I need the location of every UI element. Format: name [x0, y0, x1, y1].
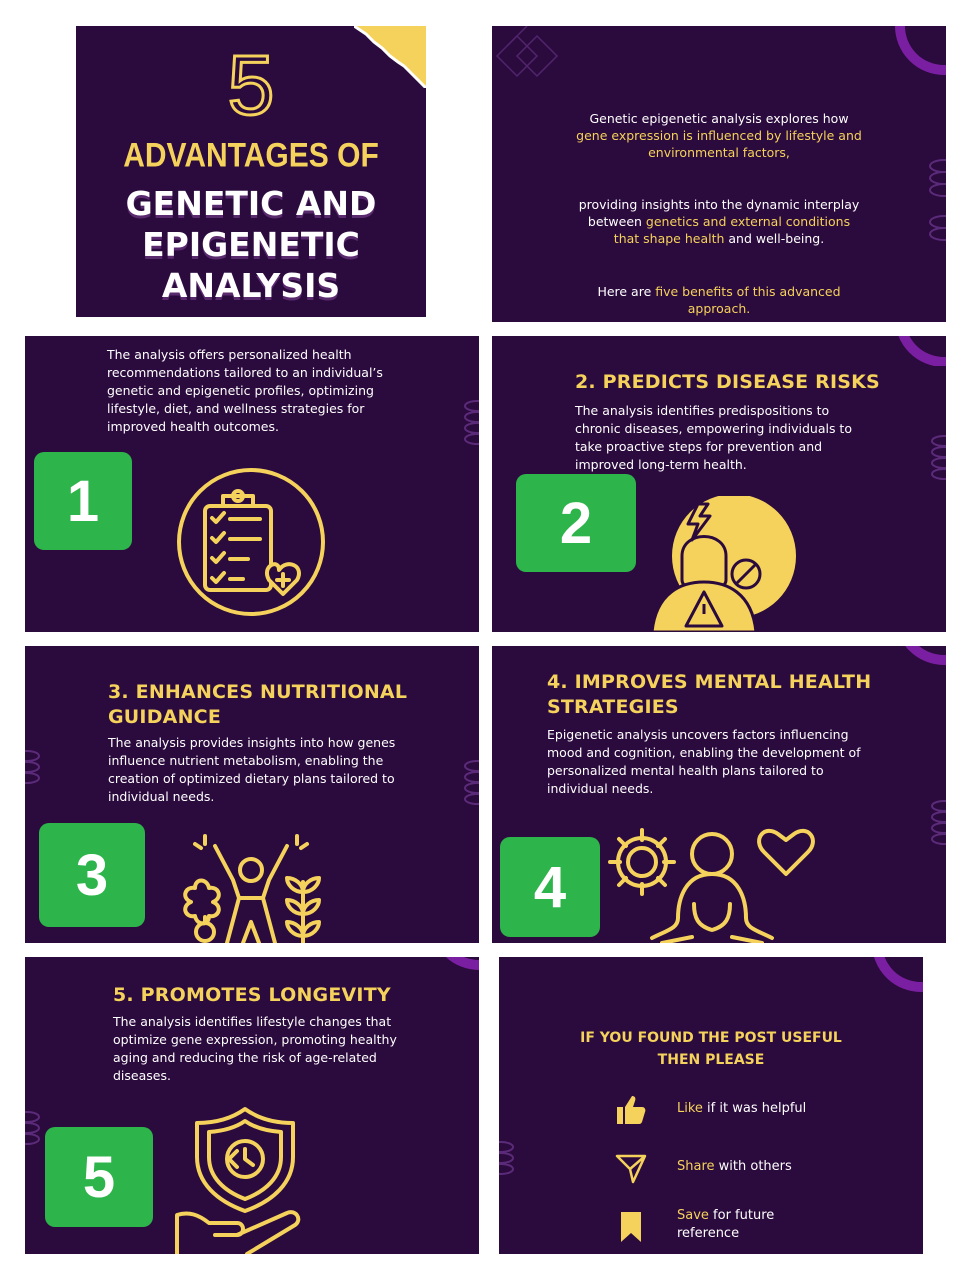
cta-panel: IF YOU FOUND THE POST USEFUL THEN PLEASE… — [499, 957, 923, 1254]
intro-text: providing insights into the dynamic inte… — [578, 197, 860, 212]
intro-text-highlight: five benefits of this advanced — [655, 284, 841, 299]
grid-decoration — [495, 26, 559, 78]
intro-paragraph-1: Genetic epigenetic analysis explores how… — [512, 110, 926, 161]
share-action[interactable]: Share with others — [499, 1151, 923, 1185]
intro-text: Genetic epigenetic analysis explores how — [589, 111, 849, 126]
intro-text: and well-being. — [724, 231, 825, 246]
cover-panel: 5 ADVANTAGES OF GENETIC AND EPIGENETIC A… — [76, 26, 426, 317]
intro-text: between — [587, 214, 646, 229]
gear-meditation-heart-icon — [608, 828, 815, 943]
cover-number: 5 — [226, 38, 276, 132]
clipboard-checklist-heart-icon — [177, 468, 325, 616]
arc-decoration — [445, 957, 479, 970]
intro-text-highlight: gene expression is influenced by lifesty… — [576, 128, 862, 143]
save-text: for future — [708, 1208, 775, 1223]
like-action[interactable]: Like if it was helpful — [499, 1093, 923, 1127]
arc-decoration — [895, 26, 946, 75]
intro-panel: Genetic epigenetic analysis explores how… — [492, 26, 946, 322]
intro-paragraph-3: Here are five benefits of this advanced … — [512, 283, 926, 317]
advantage-number-badge: 3 — [39, 823, 145, 927]
share-label: Share — [677, 1159, 715, 1174]
cover-line-genetic: GENETIC AND — [125, 184, 377, 223]
advantage-number-badge: 4 — [500, 837, 600, 937]
bookmark-icon — [621, 1212, 641, 1242]
advantage-panel-5: 5. PROMOTES LONGEVITY The analysis ident… — [25, 957, 479, 1254]
spring-decoration — [25, 750, 40, 784]
person-headache-warning-icon — [650, 496, 796, 632]
cover-line-analysis: ANALYSIS — [161, 266, 341, 305]
advantage-panel-1: The analysis offers personalized health … — [25, 336, 479, 632]
save-label: Save — [677, 1208, 709, 1223]
advantage-description: The analysis provides insights into how … — [108, 735, 396, 804]
cta-heading-line: IF YOU FOUND THE POST USEFUL — [580, 1030, 842, 1046]
save-action[interactable]: Save for future reference — [499, 1207, 923, 1247]
advantage-title: 4. IMPROVES MENTAL HEALTH STRATEGIES — [547, 671, 872, 718]
spring-decoration — [931, 435, 946, 480]
intro-text-highlight: that shape health — [613, 231, 725, 246]
advantage-number-badge: 2 — [516, 474, 636, 572]
arc-decoration — [874, 957, 923, 992]
advantage-number-badge: 1 — [34, 452, 132, 550]
advantage-panel-4: 4. IMPROVES MENTAL HEALTH STRATEGIES Epi… — [492, 646, 946, 943]
thumbs-up-icon — [617, 1096, 646, 1124]
cta-heading-line: THEN PLEASE — [657, 1052, 765, 1068]
intro-text-highlight: environmental factors, — [648, 145, 790, 160]
person-cheering-food-icon — [183, 834, 321, 943]
advantage-description: Epigenetic analysis uncovers factors inf… — [547, 727, 861, 796]
spring-decoration — [464, 400, 479, 445]
spring-decoration — [499, 1141, 514, 1175]
spring-decoration — [929, 159, 946, 241]
intro-text-highlight: genetics and external conditions — [645, 214, 851, 229]
save-text: reference — [677, 1226, 740, 1241]
send-icon — [615, 1154, 647, 1184]
arc-decoration — [898, 336, 946, 366]
cover-line-epigenetic: EPIGENETIC — [142, 225, 360, 264]
shield-hand-clock-icon — [175, 1107, 301, 1254]
advantage-description: The analysis identifies lifestyle change… — [113, 1014, 397, 1083]
spring-decoration — [931, 800, 946, 845]
cta-heading: IF YOU FOUND THE POST USEFUL THEN PLEASE — [499, 1027, 923, 1071]
spring-decoration — [464, 760, 479, 805]
advantage-title: 2. PREDICTS DISEASE RISKS — [575, 371, 880, 393]
advantage-title: 5. PROMOTES LONGEVITY — [113, 984, 391, 1006]
advantage-panel-3: 3. ENHANCES NUTRITIONAL GUIDANCE The ana… — [25, 646, 479, 943]
arc-decoration — [905, 646, 946, 665]
advantage-description: The analysis offers personalized health … — [107, 347, 383, 434]
advantage-number-badge: 5 — [45, 1127, 153, 1227]
intro-text-highlight: approach. — [687, 301, 751, 316]
torn-paper-corner — [354, 26, 426, 88]
like-label: Like — [677, 1101, 703, 1116]
share-text: with others — [714, 1159, 792, 1174]
cover-line-advantages: ADVANTAGES OF — [123, 136, 379, 175]
intro-paragraph-2: providing insights into the dynamic inte… — [512, 196, 926, 247]
advantage-description: The analysis identifies predispositions … — [575, 403, 852, 472]
advantage-panel-2: 2. PREDICTS DISEASE RISKS The analysis i… — [492, 336, 946, 632]
advantage-title: 3. ENHANCES NUTRITIONAL GUIDANCE — [108, 681, 408, 728]
like-text: if it was helpful — [702, 1101, 807, 1116]
intro-text: Here are — [597, 284, 656, 299]
spring-decoration — [25, 1111, 40, 1145]
